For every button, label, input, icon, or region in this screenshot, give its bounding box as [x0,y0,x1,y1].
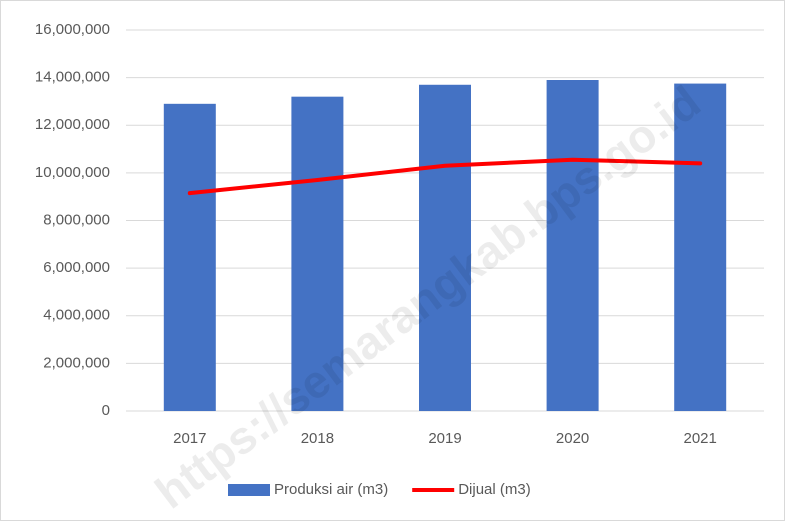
legend-swatch [228,484,270,496]
x-tick-label: 2020 [556,430,589,447]
bar [419,84,471,412]
bar [546,80,599,411]
bar [291,96,344,412]
bar [163,103,216,411]
y-tick-label: 10,000,000 [35,164,110,181]
legend-label: Dijual (m3) [458,481,531,498]
line [187,157,703,196]
x-tick-label: 2019 [428,430,461,447]
x-tick-label: 2021 [684,430,717,447]
y-tick-label: 2,000,000 [43,354,110,371]
y-tick-label: 14,000,000 [35,69,110,86]
y-tick-label: 4,000,000 [43,307,110,324]
x-tick-label: 2017 [173,430,206,447]
x-tick-label: 2018 [301,430,334,447]
y-tick-label: 6,000,000 [43,259,110,276]
legend-label: Produksi air (m3) [274,481,388,498]
y-tick-label: 0 [102,402,110,419]
y-tick-label: 8,000,000 [43,211,110,228]
y-tick-label: 12,000,000 [35,116,110,133]
y-tick-label: 16,000,000 [35,21,110,38]
bar [674,83,727,411]
